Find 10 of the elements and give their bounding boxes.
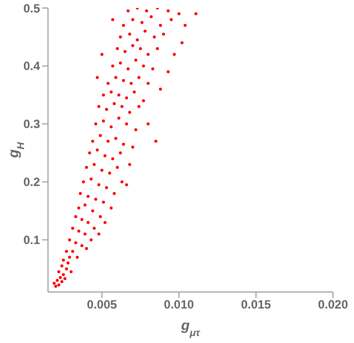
x-tick-label: 0.005: [86, 298, 118, 312]
y-tick-label: 0.3: [23, 117, 40, 132]
x-tick-label: 0.015: [240, 298, 272, 312]
x-tick-label: 0.010: [164, 298, 194, 312]
x-axis-title: g$_{μτ}$: [180, 317, 201, 338]
y-tick-label: 0.1: [23, 233, 40, 248]
y-tick-label: 0.5: [23, 1, 40, 16]
x-tick-label: 0.020: [318, 298, 348, 312]
y-tick-label: 0.4: [23, 59, 40, 74]
y-tick-label: 0.2: [23, 175, 40, 190]
